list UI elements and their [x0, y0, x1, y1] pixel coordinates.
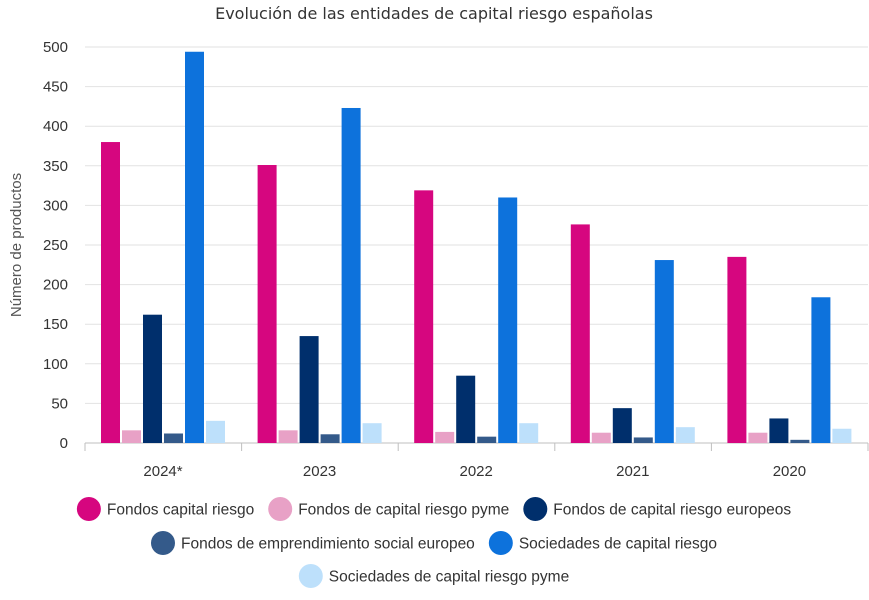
x-tick-label: 2022: [460, 463, 493, 480]
y-tick-label: 350: [43, 158, 68, 175]
legend-item[interactable]: Fondos capital riesgo: [76, 497, 254, 521]
y-tick-label: 0: [60, 435, 68, 452]
y-tick-label: 300: [43, 197, 68, 214]
legend-label: Sociedades de capital riesgo: [519, 536, 717, 553]
y-tick-label: 150: [43, 316, 68, 333]
y-tick-label: 500: [43, 39, 68, 56]
bar: [435, 431, 455, 443]
y-tick-label: 450: [43, 79, 68, 96]
legend: Fondos capital riesgo Fondos de capital r…: [76, 497, 791, 588]
bar: [414, 190, 434, 443]
bar: [206, 420, 225, 443]
bar-group: [727, 256, 852, 443]
x-tick-label: 2020: [773, 463, 806, 480]
bar: [257, 165, 277, 443]
legend-marker: [268, 497, 293, 521]
bar-group: [570, 224, 695, 443]
x-axis: 2024* 2023 2022 2021 2020: [84, 443, 869, 480]
legend-marker: [76, 497, 101, 521]
chart-title: Evolución de las entidades de capital ri…: [215, 4, 653, 23]
bar-group: [101, 51, 225, 444]
bar: [456, 375, 476, 443]
bar: [612, 408, 632, 443]
y-tick-label: 50: [51, 395, 68, 412]
bar: [122, 430, 141, 443]
y-tick-label: 400: [43, 118, 68, 135]
bar: [727, 256, 747, 443]
x-tick-label: 2024*: [143, 463, 182, 480]
legend-label: Fondos capital riesgo: [107, 502, 254, 519]
legend-label: Fondos de capital riesgo pyme: [298, 502, 509, 519]
bar: [477, 436, 497, 443]
bar: [362, 423, 382, 443]
bar: [570, 224, 590, 443]
bar: [519, 423, 539, 443]
y-axis: 0 50 100 150 200 250 300 350 400 450 500: [43, 39, 68, 452]
bar: [185, 51, 204, 443]
legend-item[interactable]: Sociedades de capital riesgo: [488, 531, 717, 555]
bar: [832, 428, 852, 443]
bar: [143, 314, 162, 443]
bar: [341, 107, 361, 443]
legend-marker: [150, 531, 175, 555]
bar: [811, 297, 831, 443]
legend-item[interactable]: Fondos de emprendimiento social europeo: [150, 531, 475, 555]
y-tick-label: 250: [43, 237, 68, 254]
x-tick-label: 2021: [616, 463, 649, 480]
bar: [101, 142, 120, 444]
bar: [591, 432, 611, 443]
y-tick-label: 200: [43, 277, 68, 294]
bar: [320, 434, 340, 443]
bar: [675, 427, 695, 443]
legend-item[interactable]: Sociedades de capital riesgo pyme: [298, 564, 569, 588]
bar: [278, 430, 298, 443]
legend-marker: [298, 564, 323, 588]
legend-marker: [523, 497, 548, 521]
bar: [164, 433, 183, 443]
legend-item[interactable]: Fondos de capital riesgo europeos: [523, 497, 791, 521]
y-tick-label: 100: [43, 356, 68, 373]
bar: [498, 197, 518, 443]
legend-label: Fondos de emprendimiento social europeo: [181, 536, 475, 553]
bar: [299, 336, 319, 443]
x-tick-label: 2023: [303, 463, 336, 480]
legend-label: Fondos de capital riesgo europeos: [553, 502, 791, 519]
bar: [769, 418, 789, 443]
bar-group: [257, 107, 382, 443]
bar: [633, 437, 653, 443]
bar: [748, 432, 768, 443]
bar: [790, 439, 810, 443]
legend-marker: [488, 531, 513, 555]
bar: [654, 260, 674, 443]
bars: [101, 51, 852, 444]
y-axis-title: Número de productos: [8, 173, 25, 317]
legend-label: Sociedades de capital riesgo pyme: [329, 569, 569, 586]
bar-group: [414, 190, 539, 443]
legend-item[interactable]: Fondos de capital riesgo pyme: [268, 497, 509, 521]
